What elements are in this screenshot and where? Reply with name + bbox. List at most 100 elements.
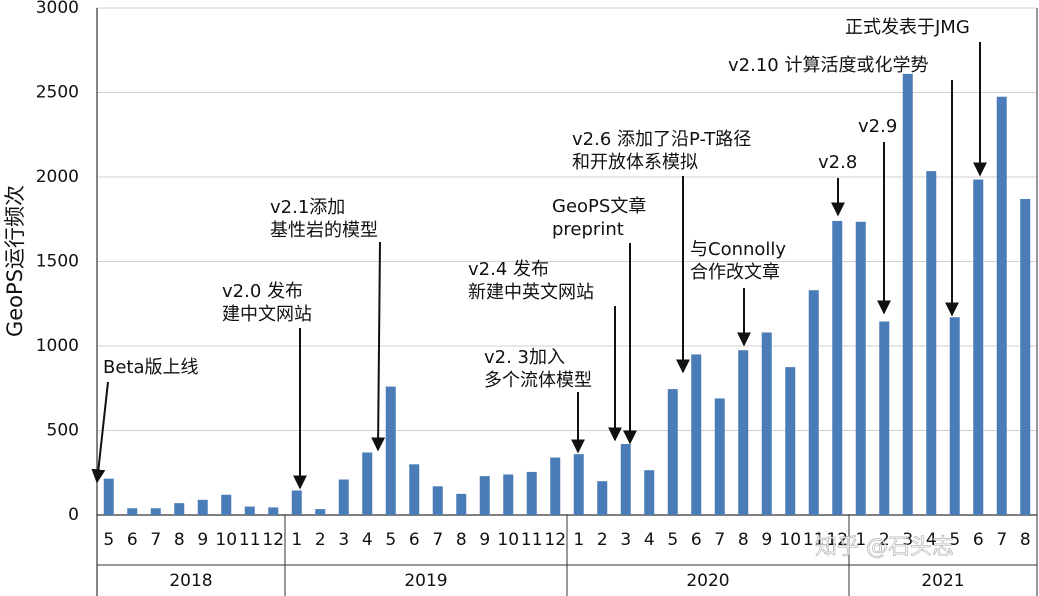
x-tick-label: 8 [174,530,185,550]
x-tick-label: 8 [738,530,749,550]
bar [174,503,185,515]
annotation-arrow [371,241,386,452]
x-tick-label: 2 [879,530,890,550]
annotation: v2.6 添加了沿P-T路径 [572,129,751,150]
x-tick-label: 4 [362,530,373,550]
bar [761,332,772,515]
annotation: Beta版上线 [103,357,199,378]
bar [808,290,819,515]
annotation: v2. 3加入 [484,347,565,368]
annotation: preprint [552,219,624,240]
x-tick-label: 3 [902,530,913,550]
annotation-arrow [91,381,109,484]
bar [902,73,913,515]
annotation: v2.0 发布 [222,281,303,302]
bar [479,476,490,515]
bar [385,386,396,515]
bar [127,508,138,515]
bar [197,499,208,515]
year-label: 2021 [921,571,964,591]
x-tick-label: 11 [239,530,261,550]
x-tick-label: 10 [497,530,519,550]
y-tick-label: 0 [68,505,79,525]
x-tick-label: 5 [667,530,678,550]
y-tick-label: 2500 [36,83,79,103]
annotation: v2.4 发布 [468,259,549,280]
bar [973,179,984,515]
bar [503,474,514,515]
annotation: v2.9 [858,116,897,137]
bar [315,509,326,515]
bar [644,470,655,515]
x-tick-label: 1 [291,530,302,550]
bar [1020,198,1031,515]
bar [338,479,349,515]
x-tick-label: 1 [573,530,584,550]
bar [996,96,1007,515]
x-tick-label: 5 [385,530,396,550]
annotation: 多个流体模型 [484,370,592,391]
annotation: GeoPS文章 [552,196,646,217]
x-tick-label: 11 [521,530,543,550]
bar [103,478,114,515]
x-tick-label: 7 [996,530,1007,550]
x-tick-label: 3 [620,530,631,550]
annotation: 建中文网站 [222,304,312,325]
y-tick-label: 1500 [36,252,79,272]
bar [879,321,890,515]
x-tick-label: 9 [761,530,772,550]
bar [526,471,537,515]
year-label: 2019 [404,571,447,591]
annotation: 与Connolly [690,239,786,260]
annotation: 基性岩的模型 [270,220,378,241]
bar [221,494,232,515]
bar [550,457,561,515]
x-tick-label: 7 [714,530,725,550]
annotation: v2.10 计算活度或化学势 [728,55,928,76]
x-tick-label: 6 [973,530,984,550]
x-tick-label: 7 [432,530,443,550]
x-tick-label: 1 [855,530,866,550]
bar [691,354,702,515]
x-tick-label: 5 [949,530,960,550]
bar [573,454,584,515]
x-tick-label: 3 [338,530,349,550]
x-tick-label: 11 [803,530,825,550]
bar [362,452,373,515]
bar [597,481,608,515]
bar [855,221,866,515]
bar [432,486,443,515]
y-tick-label: 500 [47,421,79,441]
x-tick-label: 12 [262,530,284,550]
x-tick-label: 2 [315,530,326,550]
bar [244,506,255,515]
x-tick-label: 4 [644,530,655,550]
x-tick-label: 10 [215,530,237,550]
annotation: 正式发表于JMG [845,17,970,38]
bar [667,389,678,515]
bar [785,367,796,515]
bar [714,398,725,515]
bar [456,493,467,515]
x-tick-label: 9 [197,530,208,550]
x-tick-label: 12 [826,530,848,550]
x-tick-label: 12 [544,530,566,550]
annotation: 新建中英文网站 [468,282,594,303]
y-tick-label: 2000 [36,167,79,187]
bar [291,490,302,515]
bar [949,317,960,515]
x-tick-label: 6 [127,530,138,550]
annotation: 和开放体系模拟 [572,152,698,173]
bar [832,220,843,515]
bar [738,350,749,515]
x-tick-label: 6 [691,530,702,550]
watermark: 知乎 @石头志 [815,535,954,560]
bar [268,507,279,515]
y-axis-label: GeoPS运行频次 [3,185,27,337]
x-tick-label: 10 [779,530,801,550]
x-tick-label: 8 [456,530,467,550]
y-tick-label: 3000 [36,0,79,18]
annotation: v2.1添加 [270,197,345,218]
bar [409,464,420,515]
bar [926,171,937,515]
